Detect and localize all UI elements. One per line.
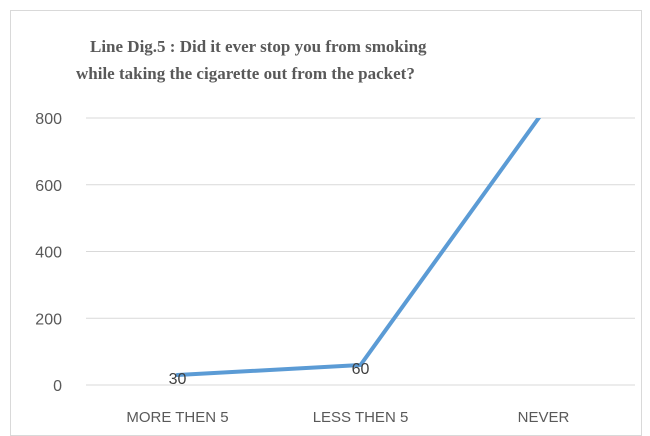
data-labels: 30 60 [169, 361, 370, 388]
y-tick-label: 600 [35, 178, 62, 195]
y-tick-label: 200 [35, 311, 62, 328]
chart-title-line-1: Line Dig.5 : Did it ever stop you from s… [90, 37, 427, 56]
chart-title: Line Dig.5 : Did it ever stop you from s… [76, 37, 427, 83]
data-label: 30 [169, 371, 187, 388]
x-axis-categories: MORE THEN 5 LESS THEN 5 NEVER [126, 409, 569, 426]
x-category-label: LESS THEN 5 [313, 409, 409, 426]
y-tick-label: 0 [53, 378, 62, 395]
chart-title-line-2: while taking the cigarette out from the … [76, 64, 415, 83]
y-tick-label: 800 [35, 111, 62, 128]
series [175, 118, 542, 377]
gridlines [86, 117, 635, 386]
data-label: 60 [352, 361, 370, 378]
x-category-label: NEVER [518, 409, 570, 426]
y-tick-label: 400 [35, 245, 62, 262]
y-axis-ticks: 0 200 400 600 800 [35, 111, 62, 395]
x-category-label: MORE THEN 5 [126, 409, 228, 426]
series-line [175, 118, 542, 377]
